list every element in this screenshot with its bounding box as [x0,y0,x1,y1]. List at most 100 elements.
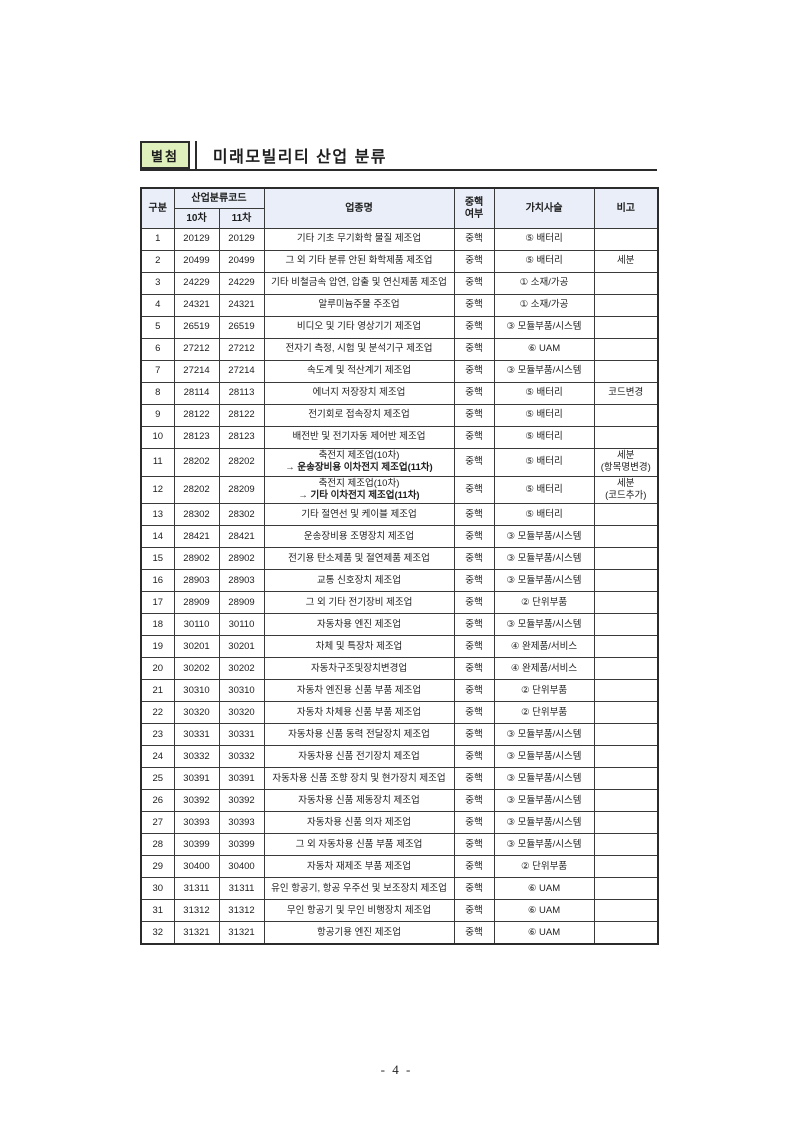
cell-value-chain: ④ 완제품/서비스 [493,635,595,659]
cell-core-status: 중핵 [453,569,495,593]
cell-industry-name: 비디오 및 기타 영상기기 제조업 [263,316,455,339]
cell-row-number: 23 [140,723,175,747]
table-row: 31 31312 31312 무인 항공기 및 무인 비행장치 제조업 중핵 ⑥ UAM [140,899,659,923]
cell-row-number: 1 [140,228,175,251]
table-row: 28 30399 30399 그 외 자동차용 신품 부품 제조업 중핵 ③ 모듈부품/시… [140,833,659,857]
cell-industry-name: 자동차용 신품 전기장치 제조업 [263,745,455,769]
cell-code-11: 28421 [218,525,265,549]
document-heading: 별첨 미래모빌리티 산업 분류 [140,141,657,171]
cell-core-status: 중핵 [453,338,495,361]
cell-code-10: 24229 [173,272,220,295]
table-body: 1 20129 20129 기타 기초 무기화학 물질 제조업 중핵 ⑤ 배터리 2 2049… [140,228,659,945]
cell-code-10: 28123 [173,426,220,449]
cell-code-10: 30332 [173,745,220,769]
cell-row-number: 32 [140,921,175,945]
cell-row-number: 24 [140,745,175,769]
cell-row-number: 4 [140,294,175,317]
cell-row-number: 21 [140,679,175,703]
cell-row-number: 10 [140,426,175,449]
cell-industry-name: 그 외 자동차용 신품 부품 제조업 [263,833,455,857]
cell-core-status: 중핵 [453,613,495,637]
cell-core-status: 중핵 [453,404,495,427]
cell-industry-name: 축전지 제조업(10차) → 운송장비용 이차전지 제조업(11차) [263,448,455,477]
cell-code-11: 28123 [218,426,265,449]
cell-value-chain: ③ 모듈부품/시스템 [493,569,595,593]
table-row: 7 27214 27214 속도계 및 적산계기 제조업 중핵 ③ 모듈부품/시스템 [140,360,659,383]
cell-industry-name: 그 외 기타 분류 안된 화학제품 제조업 [263,250,455,273]
cell-value-chain: ⑤ 배터리 [493,228,595,251]
column-header-industry: 업종명 [263,187,455,229]
cell-remark [593,569,659,593]
cell-code-11: 30391 [218,767,265,791]
cell-industry-name: 에너지 저장장치 제조업 [263,382,455,405]
cell-remark: 세분 [593,250,659,273]
cell-core-status: 중핵 [453,657,495,681]
cell-row-number: 30 [140,877,175,901]
cell-value-chain: ⑤ 배터리 [493,404,595,427]
cell-core-status: 중핵 [453,272,495,295]
table-row: 14 28421 28421 운송장비용 조명장치 제조업 중핵 ③ 모듈부품/시스템 [140,525,659,549]
cell-industry-name: 운송장비용 조명장치 제조업 [263,525,455,549]
cell-value-chain: ⑥ UAM [493,921,595,945]
cell-row-number: 16 [140,569,175,593]
cell-remark [593,723,659,747]
table-row: 22 30320 30320 자동차 차체용 신품 부품 제조업 중핵 ② 단위부품 [140,701,659,725]
cell-core-status: 중핵 [453,679,495,703]
cell-core-status: 중핵 [453,855,495,879]
cell-remark [593,657,659,681]
table-row: 5 26519 26519 비디오 및 기타 영상기기 제조업 중핵 ③ 모듈부품/시스템 [140,316,659,339]
cell-code-11: 20129 [218,228,265,251]
cell-industry-name: 축전지 제조업(10차) → 기타 이차전지 제조업(11차) [263,475,455,505]
cell-code-10: 28114 [173,382,220,405]
cell-value-chain: ⑤ 배터리 [493,475,595,505]
table-row: 10 28123 28123 배전반 및 전기자동 제어반 제조업 중핵 ⑤ 배터리 [140,426,659,449]
cell-code-10: 20499 [173,250,220,273]
cell-code-11: 26519 [218,316,265,339]
table-row: 25 30391 30391 자동차용 신품 조향 장치 및 현가장치 제조업 중핵 ③ … [140,767,659,791]
cell-industry-name: 기타 기초 무기화학 물질 제조업 [263,228,455,251]
cell-core-status: 중핵 [453,833,495,857]
cell-code-11: 24229 [218,272,265,295]
cell-industry-name: 무인 항공기 및 무인 비행장치 제조업 [263,899,455,923]
cell-value-chain: ⑤ 배터리 [493,382,595,405]
cell-core-status: 중핵 [453,426,495,449]
cell-remark [593,767,659,791]
cell-remark [593,833,659,857]
cell-code-10: 30110 [173,613,220,637]
cell-core-status: 중핵 [453,877,495,901]
table-row: 21 30310 30310 자동차 엔진용 신품 부품 제조업 중핵 ② 단위부품 [140,679,659,703]
cell-remark [593,679,659,703]
cell-value-chain: ③ 모듈부품/시스템 [493,833,595,857]
cell-code-10: 30393 [173,811,220,835]
cell-remark [593,635,659,659]
attachment-badge: 별첨 [140,141,190,169]
cell-core-status: 중핵 [453,591,495,615]
cell-value-chain: ③ 모듈부품/시스템 [493,360,595,383]
cell-remark [593,855,659,879]
cell-core-status: 중핵 [453,745,495,769]
cell-row-number: 17 [140,591,175,615]
cell-remark [593,701,659,725]
cell-industry-name: 자동차 재제조 부품 제조업 [263,855,455,879]
cell-industry-name: 차체 및 특장차 제조업 [263,635,455,659]
table-row: 16 28903 28903 교통 신호장치 제조업 중핵 ③ 모듈부품/시스템 [140,569,659,593]
cell-core-status: 중핵 [453,635,495,659]
cell-core-status: 중핵 [453,360,495,383]
cell-row-number: 26 [140,789,175,813]
table-row: 29 30400 30400 자동차 재제조 부품 제조업 중핵 ② 단위부품 [140,855,659,879]
cell-remark: 세분 (코드추가) [593,475,659,505]
cell-remark [593,899,659,923]
cell-code-10: 31312 [173,899,220,923]
cell-remark [593,338,659,361]
cell-code-11: 20499 [218,250,265,273]
cell-value-chain: ⑤ 배터리 [493,426,595,449]
cell-code-11: 30310 [218,679,265,703]
table-row: 32 31321 31321 항공기용 엔진 제조업 중핵 ⑥ UAM [140,921,659,945]
cell-remark [593,547,659,571]
cell-remark [593,426,659,449]
cell-value-chain: ③ 모듈부품/시스템 [493,789,595,813]
header-row-2: 10차 11차 [141,208,658,229]
cell-value-chain: ② 단위부품 [493,701,595,725]
table-row: 23 30331 30331 자동차용 신품 동력 전달장치 제조업 중핵 ③ 모듈부품/… [140,723,659,747]
cell-row-number: 11 [140,448,175,477]
